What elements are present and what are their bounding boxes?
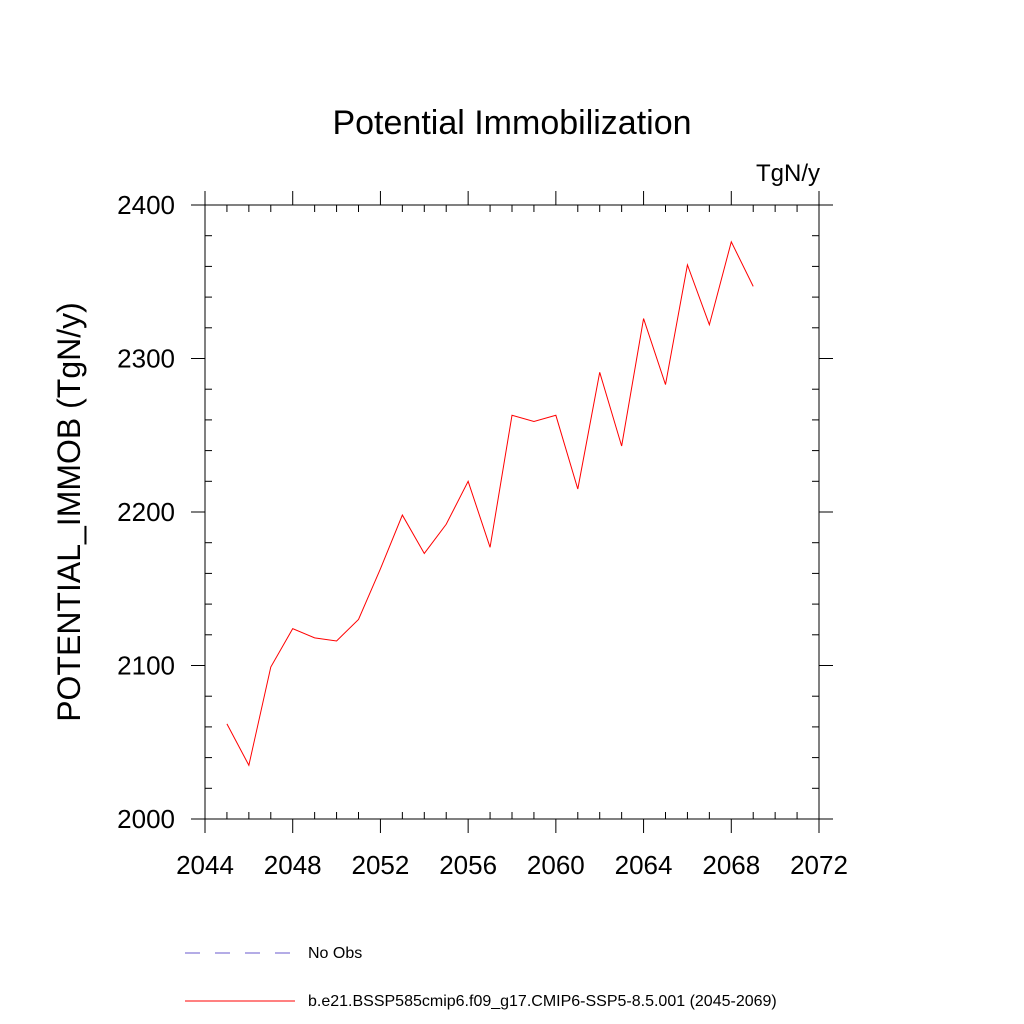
plot-frame: [204, 204, 820, 820]
x-tick-label: 2068: [702, 850, 760, 880]
legend: No Obs b.e21.BSSP585cmip6.f09_g17.CMIP6-…: [185, 945, 777, 1010]
legend-label-no-obs: No Obs: [308, 945, 362, 962]
x-tick-label: 2044: [176, 850, 234, 880]
y-axis-label: POTENTIAL_IMMOB (TgN/y): [51, 302, 87, 722]
legend-label-model: b.e21.BSSP585cmip6.f09_g17.CMIP6-SSP5-8.…: [308, 993, 777, 1010]
plot-area: 2044 2048 2052 2056 2060 2064 2068 2072 2000 210…: [117, 190, 848, 880]
y-axis-tick-labels: 2000 2100 2200 2300 2400: [117, 190, 175, 834]
x-tick-label: 2060: [527, 850, 585, 880]
y-axis-ticks: [191, 204, 833, 820]
y-tick-label: 2400: [117, 190, 175, 220]
chart-title: Potential Immobilization: [332, 104, 691, 142]
x-tick-label: 2048: [264, 850, 322, 880]
series-layer: [226, 240, 754, 767]
x-tick-label: 2056: [439, 850, 497, 880]
x-axis-tick-labels: 2044 2048 2052 2056 2060 2064 2068 2072: [176, 850, 848, 880]
y-tick-label: 2300: [117, 344, 175, 374]
units-label: TgN/y: [756, 160, 820, 187]
series-line: [226, 240, 754, 767]
x-tick-label: 2064: [615, 850, 673, 880]
y-tick-label: 2000: [117, 804, 175, 834]
x-tick-label: 2072: [790, 850, 848, 880]
y-tick-label: 2100: [117, 651, 175, 681]
x-axis-ticks: [204, 191, 820, 833]
y-tick-label: 2200: [117, 497, 175, 527]
x-tick-label: 2052: [352, 850, 410, 880]
